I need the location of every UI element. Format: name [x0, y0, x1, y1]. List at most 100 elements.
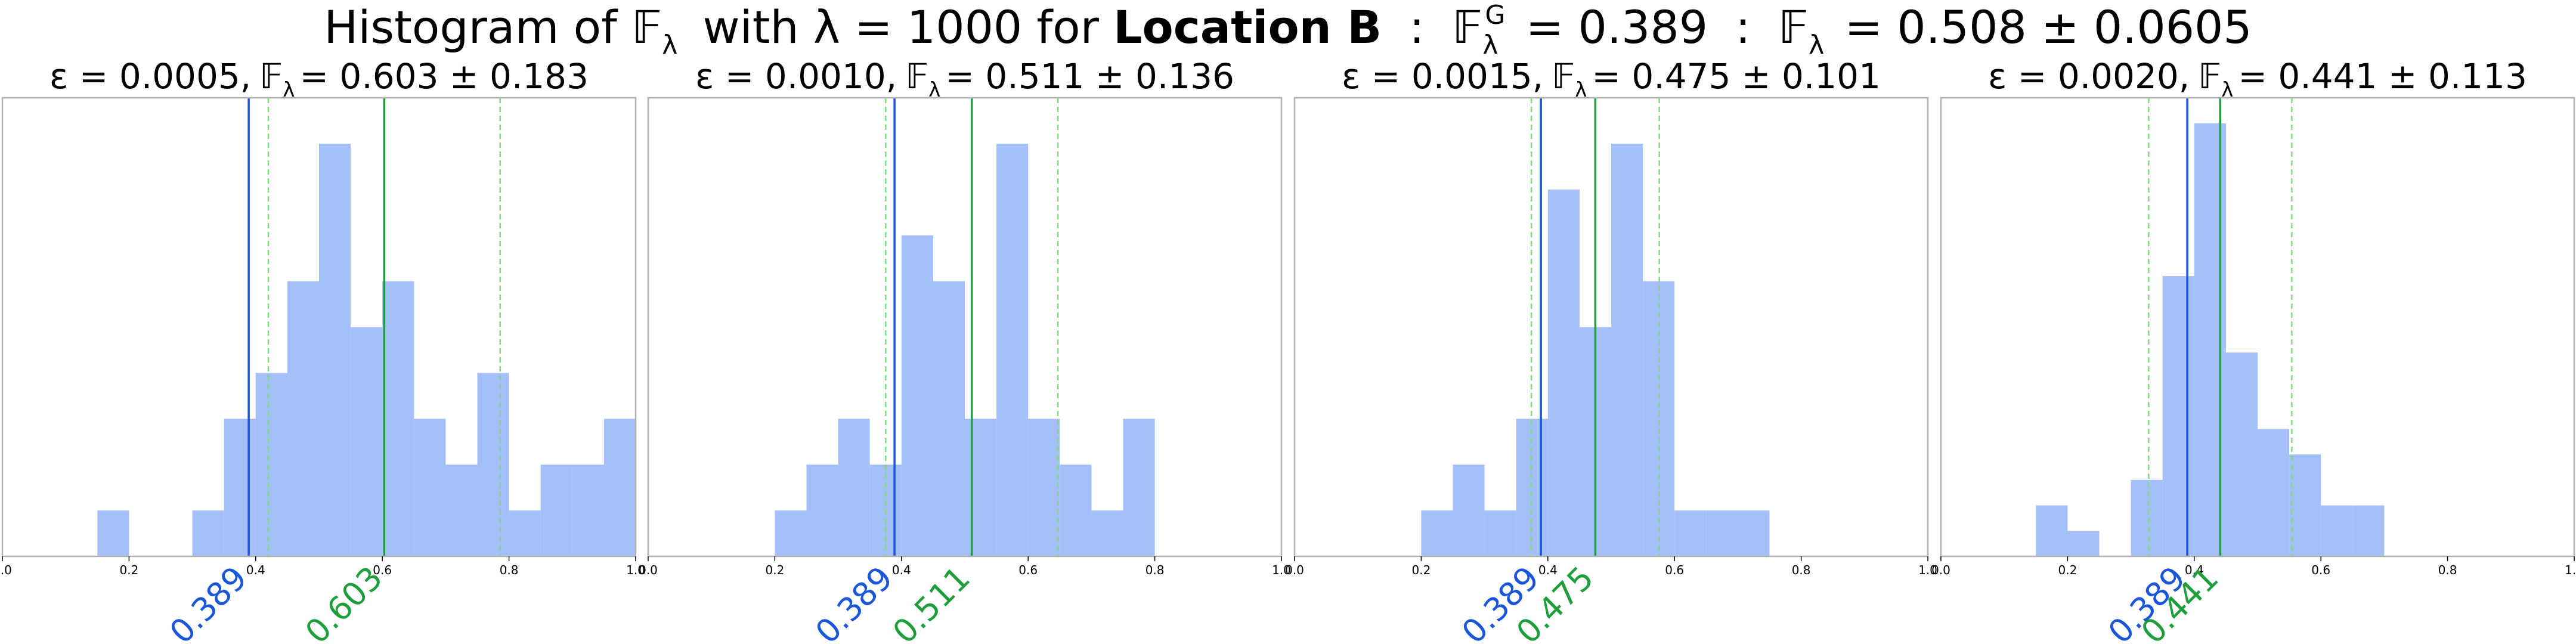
- title-fhat-symbol: 𝔽: [1778, 1, 1809, 54]
- histogram-bar: [965, 419, 997, 556]
- histogram-bar: [2321, 505, 2353, 556]
- histogram-bar: [806, 465, 838, 556]
- histogram-bar: [996, 143, 1029, 556]
- histogram-bar: [1453, 465, 1485, 556]
- histogram-bar: [509, 510, 541, 556]
- x-tick-label: 1.0: [2565, 563, 2576, 577]
- histogram-panel-2: ε = 0.0010, 𝔽λ = 0.511 ± 0.136 0.0 0.2 0.4 0.6…: [639, 56, 1291, 644]
- histogram-bar: [1091, 510, 1123, 556]
- panel-subtitle-value: = 0.511 ± 0.136: [945, 56, 1234, 97]
- histogram-bar: [255, 373, 287, 556]
- truth-value-label: 0.389: [162, 559, 254, 644]
- truth-value-label: 0.389: [808, 559, 900, 644]
- histogram-bar: [1706, 510, 1738, 556]
- histogram-bar: [1547, 189, 1580, 556]
- x-tick-label: 0.4: [892, 563, 911, 577]
- histogram-bar: [2036, 505, 2068, 556]
- histogram-bar: [2131, 479, 2163, 556]
- histogram-bar: [351, 327, 383, 556]
- histogram-bar: [2352, 505, 2385, 556]
- panel-subtitle-value: = 0.603 ± 0.183: [299, 56, 589, 97]
- histogram-bar: [1674, 510, 1707, 556]
- histogram-panel-1: ε = 0.0005,𝔽λ= 0.603 ± 0.183 0.0 0.2 0.4 0.6…: [0, 56, 645, 644]
- panel-subtitle-eps: ε = 0.0010,: [695, 56, 897, 97]
- histogram-bar: [382, 281, 414, 556]
- x-tick-label: 0.6: [2311, 563, 2330, 577]
- axes-frame: [1, 97, 637, 558]
- title-sep-1: :: [1409, 1, 1425, 54]
- histogram-bar: [1484, 510, 1516, 556]
- histogram-bar: [2162, 276, 2194, 556]
- axes-frame: [1293, 97, 1929, 558]
- histogram-bar: [2289, 454, 2321, 556]
- x-tick-label: 1.0: [1272, 563, 1291, 577]
- histogram-bar: [603, 419, 636, 556]
- panels: ε = 0.0005,𝔽λ= 0.603 ± 0.183 0.0 0.2 0.4 0.6…: [0, 56, 2576, 644]
- panel-subtitle-value: = 0.441 ± 0.113: [2238, 56, 2527, 97]
- x-tick-label: 0.6: [373, 563, 392, 577]
- histogram-bar: [192, 510, 224, 556]
- x-tick-label: 1.0: [1918, 563, 1937, 577]
- title-sep-2: :: [1735, 1, 1751, 54]
- panel-subtitle-eps: ε = 0.0005,: [49, 56, 251, 97]
- histogram-bar: [1421, 510, 1453, 556]
- panel-subtitle: ε = 0.0020, 𝔽λ = 0.441 ± 0.113: [1988, 56, 2527, 102]
- histogram-bar: [319, 143, 351, 556]
- x-tick-label: 0.8: [2438, 563, 2457, 577]
- x-tick-label: 0.4: [1538, 563, 1558, 577]
- title-mean-value: = 0.508 ± 0.0605: [1844, 1, 2252, 54]
- title-fg-symbol: 𝔽: [1452, 1, 1482, 54]
- histogram-bar: [2225, 352, 2258, 556]
- figure-title: Histogram of 𝔽λ with λ = 1000 for Locati…: [324, 0, 2252, 64]
- histogram-bar: [414, 419, 446, 556]
- x-tick-label: 1.0: [626, 563, 645, 577]
- histogram-bar: [477, 373, 509, 556]
- axes-frame: [1940, 97, 2575, 558]
- x-tick-label: 0.6: [1665, 563, 1684, 577]
- x-tick-label: 0.2: [765, 563, 784, 577]
- x-tick-label: 0.0: [1285, 563, 1304, 577]
- histogram-bar: [1060, 465, 1092, 556]
- x-tick-label: 0.8: [1792, 563, 1811, 577]
- histogram-bar: [97, 510, 129, 556]
- x-tick-label: 0.0: [639, 563, 658, 577]
- x-tick-label: 0.8: [500, 563, 519, 577]
- x-tick-label: 0.4: [2185, 563, 2204, 577]
- histogram-bar: [287, 281, 319, 556]
- panel-subtitle: ε = 0.0005, 𝔽λ = 0.603 ± 0.183: [49, 56, 589, 102]
- panel-subtitle-f-symbol: 𝔽: [905, 56, 928, 97]
- histogram-bar: [2258, 429, 2290, 556]
- panel-subtitle-f-symbol: 𝔽: [2198, 56, 2221, 97]
- x-tick-label: 0.2: [119, 563, 138, 577]
- panel-subtitle-eps: ε = 0.0020,: [1988, 56, 2190, 97]
- title-lambda-part: with λ = 1000 for: [702, 1, 1099, 54]
- axes-frame: [647, 97, 1283, 558]
- histogram-bar: [224, 419, 256, 556]
- histogram-bar: [572, 465, 604, 556]
- histogram-bar: [933, 281, 965, 556]
- histogram-bar: [445, 465, 478, 556]
- title-f-symbol: 𝔽: [631, 1, 662, 54]
- panel-subtitle-value: = 0.475 ± 0.101: [1592, 56, 1881, 97]
- histogram-bar: [1611, 143, 1643, 556]
- x-tick-label: 0.2: [1411, 563, 1431, 577]
- histogram-bar: [540, 465, 572, 556]
- histogram-panel-4: ε = 0.0020, 𝔽λ = 0.441 ± 0.113 0.0 0.2 0.4 0.6…: [1931, 56, 2576, 644]
- x-tick-label: 0.8: [1145, 563, 1165, 577]
- panel-subtitle-eps: ε = 0.0015,: [1342, 56, 1543, 97]
- panel-subtitle: ε = 0.0015, 𝔽λ = 0.475 ± 0.101: [1342, 56, 1881, 102]
- histogram-bar: [1738, 510, 1770, 556]
- x-tick-label: 0.4: [246, 563, 265, 577]
- histogram-bar: [1028, 419, 1060, 556]
- x-tick-label: 0.0: [1931, 563, 1950, 577]
- title-prefix: Histogram of: [324, 1, 618, 54]
- panel-subtitle-f-symbol: 𝔽: [259, 56, 283, 97]
- x-tick-label: 0.6: [1018, 563, 1038, 577]
- histogram-bar: [838, 419, 870, 556]
- histogram-bar: [1123, 419, 1155, 556]
- histogram-bar: [775, 510, 807, 556]
- x-tick-label: 0.0: [0, 563, 12, 577]
- panel-subtitle: ε = 0.0010, 𝔽λ = 0.511 ± 0.136: [695, 56, 1234, 102]
- x-tick-label: 0.2: [2058, 563, 2077, 577]
